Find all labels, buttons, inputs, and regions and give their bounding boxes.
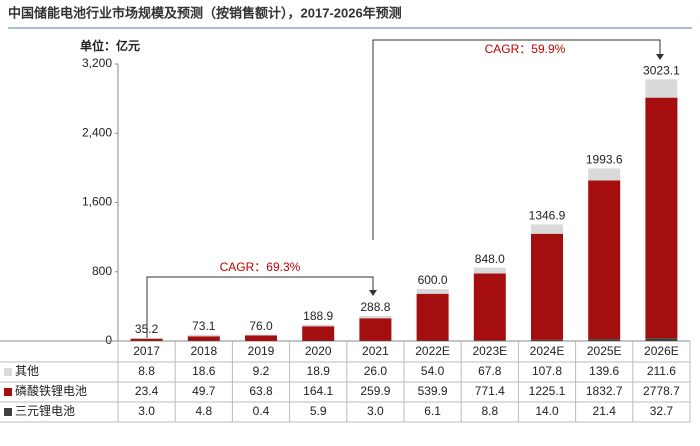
y-tick-label: 800 [92,264,112,278]
total-label: 76.0 [249,319,273,333]
total-label: 288.8 [360,300,390,314]
bar-segment [131,339,163,341]
legend-swatch [4,368,12,376]
x-tick-label: 2025E [587,344,622,358]
bar-segment [359,316,391,318]
y-tick-label: 2,400 [82,125,112,139]
table-cell: 63.8 [249,384,273,398]
bar-segment [131,338,163,339]
x-tick-label: 2018 [190,344,217,358]
bar-segment [645,338,677,341]
table-cell: 107.8 [532,364,562,378]
bar-segment [474,273,506,340]
bar-segment [417,289,449,294]
table-cell: 771.4 [475,384,505,398]
y-tick-label: 0 [105,333,112,347]
table-cell: 0.4 [253,404,270,418]
bar-segment [531,340,563,341]
bar-segment [302,326,334,340]
x-tick-label: 2026E [644,344,679,358]
legend-label: 其他 [15,364,39,378]
table-cell: 3.0 [367,404,384,418]
x-tick-label: 2020 [305,344,332,358]
total-label: 3023.1 [643,63,680,77]
bar-segment [188,335,220,337]
table-cell: 18.6 [192,364,216,378]
table-cell: 1225.1 [529,384,566,398]
x-tick-label: 2019 [248,344,275,358]
x-tick-label: 2023E [472,344,507,358]
annotation: CAGR：69.3% [220,260,301,274]
total-label: 848.0 [475,252,505,266]
legend-label: 磷酸铁锂电池 [15,383,87,398]
total-label: 1993.6 [586,153,623,167]
bar-segment [645,79,677,97]
table-cell: 67.8 [478,364,502,378]
table-cell: 259.9 [360,384,390,398]
total-label: 1346.9 [529,209,566,223]
unit-label: 单位：亿元 [80,38,140,53]
table-cell: 9.2 [253,364,270,378]
table-cell: 211.6 [647,364,676,378]
bar-segment [474,268,506,274]
table-cell: 23.4 [135,384,159,398]
total-label: 188.9 [303,309,333,323]
chart-title: 中国储能电池行业市场规模及预测（按销售额计），2017-2026年预测 [8,5,402,20]
bar-segment [531,234,563,340]
bar-segment [588,181,620,340]
x-tick-label: 2024E [530,344,565,358]
bar-segment [417,294,449,341]
legend-label: 三元锂电池 [15,403,75,418]
y-tick-label: 1,600 [82,195,112,209]
table-cell: 8.8 [138,364,155,378]
table-cell: 14.0 [535,404,559,418]
bar-segment [645,98,677,339]
table-cell: 139.6 [589,364,619,378]
bar-segment [417,340,449,341]
table-cell: 49.7 [192,384,216,398]
table-cell: 164.1 [303,384,333,398]
x-tick-label: 2022E [415,344,450,358]
table-cell: 2778.7 [643,384,680,398]
total-label: 600.0 [418,273,448,287]
bar-segment [245,335,277,341]
table-cell: 539.9 [418,384,448,398]
arrow [656,54,664,60]
bar-segment [588,339,620,341]
annotation: CAGR：59.9% [485,42,566,56]
bar-segment [588,168,620,180]
total-label: 73.1 [192,319,216,333]
bar-segment [531,224,563,233]
bar-segment [188,336,220,340]
bar-segment [474,340,506,341]
table-cell: 54.0 [421,364,445,378]
table-cell: 4.8 [195,404,212,418]
table-cell: 3.0 [138,404,155,418]
bar-segment [245,335,277,336]
y-tick-label: 3,200 [82,56,112,70]
table-cell: 26.0 [364,364,388,378]
arrow [369,290,377,296]
legend-swatch [4,388,12,396]
table-cell: 6.1 [424,404,441,418]
x-tick-label: 2021 [362,344,389,358]
table-cell: 32.7 [650,404,674,418]
table-cell: 8.8 [481,404,498,418]
bar-segment [302,325,334,327]
total-label: 35.2 [135,322,159,336]
table-cell: 21.4 [593,404,617,418]
bar-segment [302,340,334,341]
x-tick-label: 2017 [133,344,160,358]
table-cell: 18.9 [307,364,331,378]
bar-segment [359,318,391,340]
table-cell: 5.9 [310,404,327,418]
table-cell: 1832.7 [586,384,623,398]
legend-swatch [4,408,12,416]
